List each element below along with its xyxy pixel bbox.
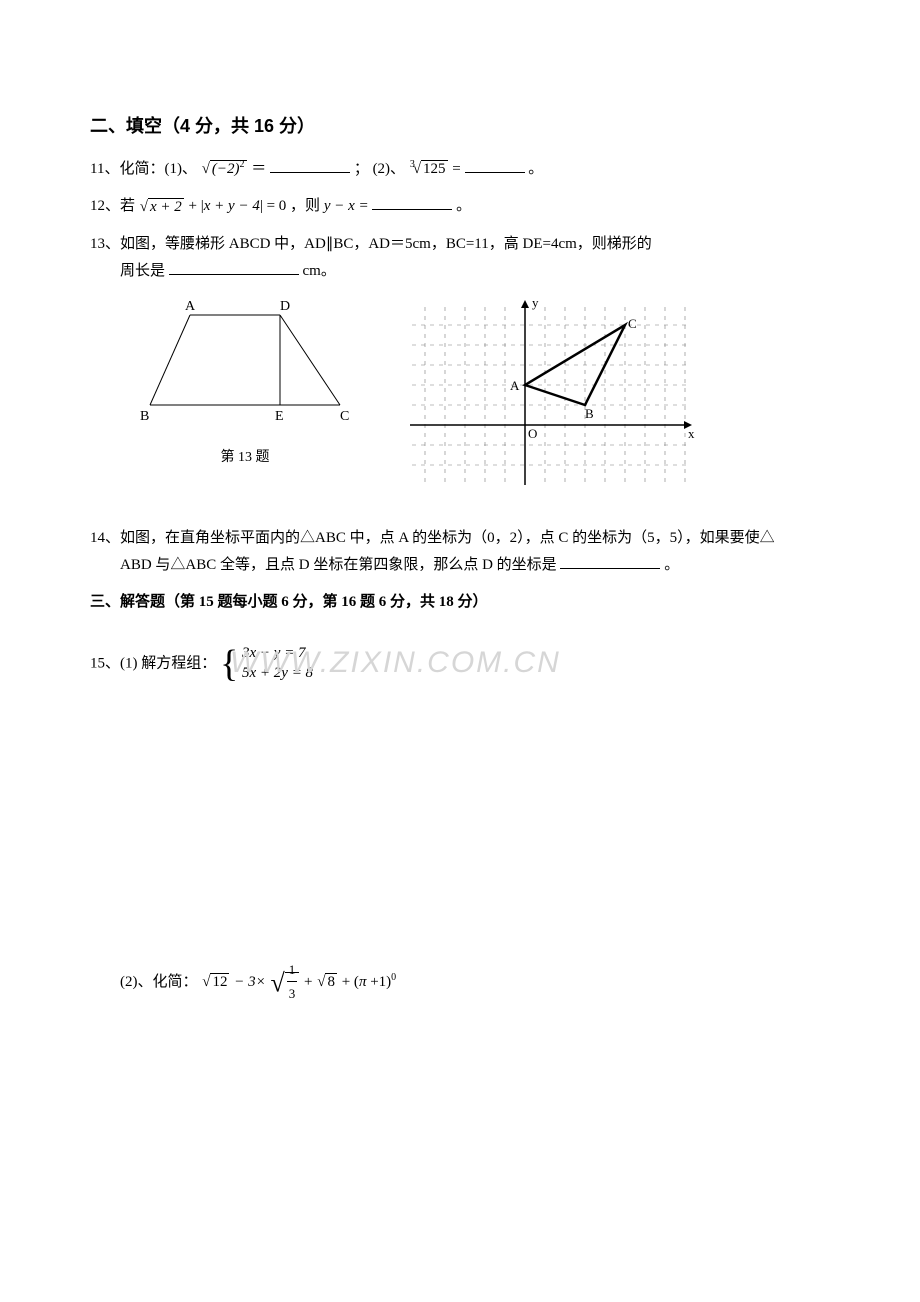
section2-heading: 二、填空（4 分，共 16 分） <box>90 110 830 142</box>
q14: 14、如图，在直角坐标平面内的△ABC 中，点 A 的坐标为（0，2），点 C … <box>90 525 830 579</box>
q13-blank <box>169 259 299 275</box>
q15-1: 15、(1) 解方程组： { 3x − y = 7 5x + 2y = 8 WW… <box>90 630 830 698</box>
figures-row: A D B E C 第 13 题 y x O A B C <box>130 295 830 505</box>
q11-prefix: 11、化简：(1)、 <box>90 161 197 177</box>
q11: 11、化简：(1)、 √(−2)2 ＝ ； (2)、 3√125 = 。 <box>90 156 830 183</box>
q12: 12、若 √x + 2 + |x + y − 4| = 0 ，则 y − x =… <box>90 193 830 220</box>
svg-text:D: D <box>280 299 290 314</box>
q13: 13、如图，等腰梯形 ABCD 中，AD∥BC，AD＝5cm，BC=11，高 D… <box>90 231 830 285</box>
q14-blank <box>560 553 660 569</box>
q11-blank1 <box>270 157 350 173</box>
svg-text:A: A <box>510 378 520 393</box>
svg-text:B: B <box>585 406 594 421</box>
q15-2: (2)、化简： √12 − 3× √13 + √8 + (π +1)0 <box>90 958 830 1007</box>
svg-text:x: x <box>688 426 695 441</box>
figure13: A D B E C 第 13 题 <box>130 295 360 470</box>
q11-sqrt1: √(−2)2 <box>201 156 248 183</box>
svg-text:C: C <box>628 316 637 331</box>
q11-sqrt2: 3√125 <box>409 156 449 183</box>
svg-text:O: O <box>528 426 537 441</box>
svg-text:y: y <box>532 295 539 310</box>
figure13-caption: 第 13 题 <box>130 445 360 470</box>
q12-blank <box>372 194 452 210</box>
q11-blank2 <box>465 157 525 173</box>
svg-text:A: A <box>185 299 196 314</box>
equation-system: 3x − y = 7 5x + 2y = 8 <box>242 644 313 683</box>
brace-icon: { <box>220 630 238 698</box>
section3-heading: 三、解答题（第 15 题每小题 6 分，第 16 题 6 分，共 18 分） <box>90 589 830 616</box>
svg-text:E: E <box>275 409 284 424</box>
svg-text:C: C <box>340 409 349 424</box>
q11-equals: ＝ <box>251 161 266 177</box>
svg-text:B: B <box>140 409 149 424</box>
q12-sqrt: √x + 2 <box>139 194 185 221</box>
figure14: y x O A B C <box>400 295 700 505</box>
q11-mid: ； (2)、 <box>354 161 405 177</box>
